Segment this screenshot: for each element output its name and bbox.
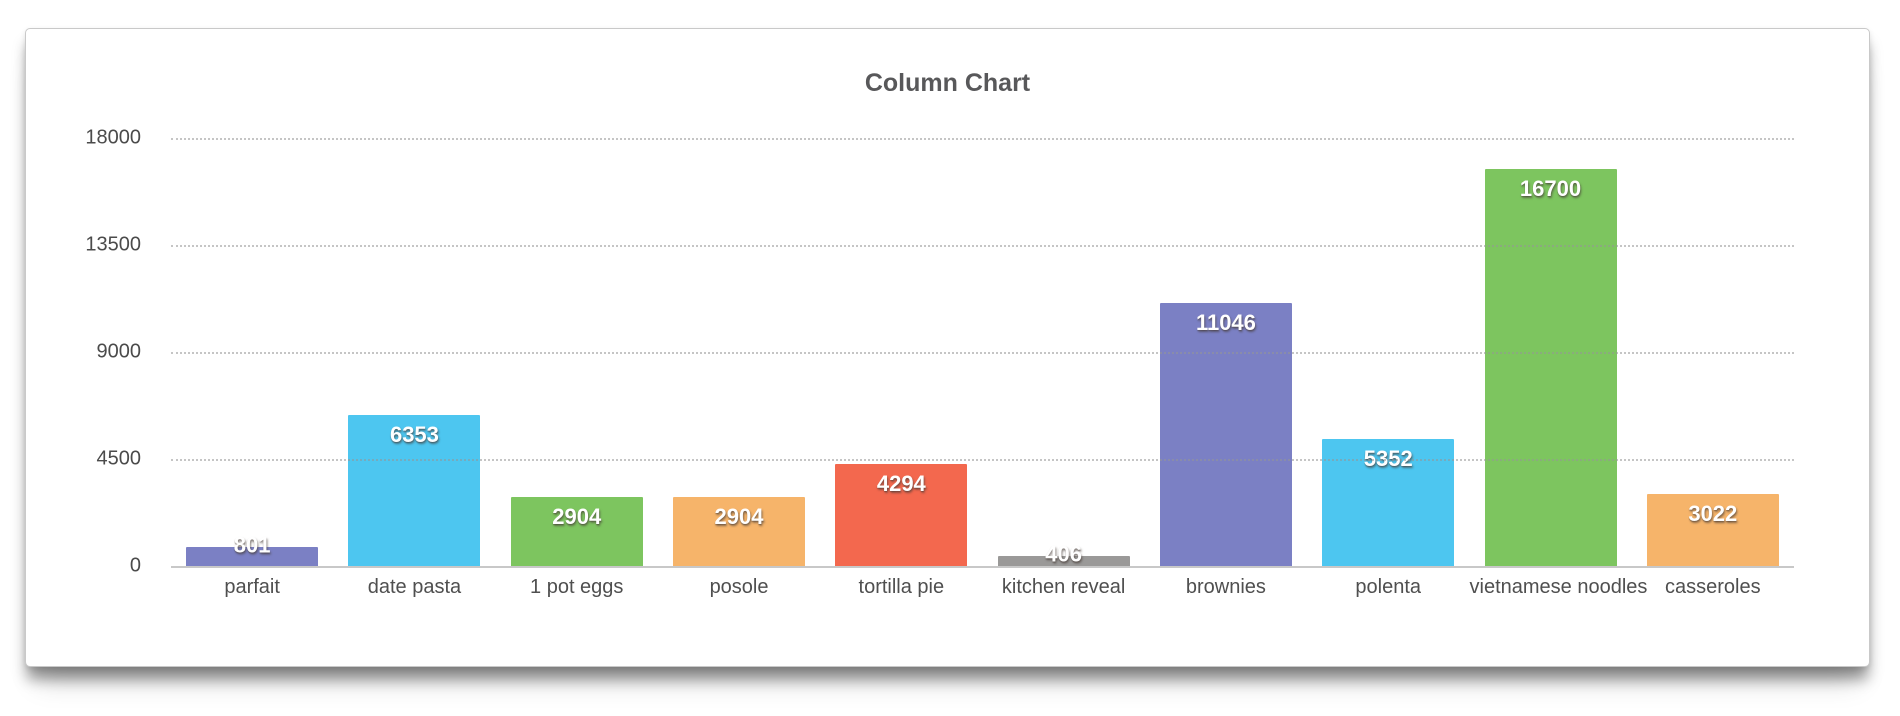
y-tick-4500: 4500 xyxy=(96,447,142,470)
bar-slot: 2904 xyxy=(496,138,658,566)
y-tick-0: 0 xyxy=(129,554,141,577)
x-label-polenta: polenta xyxy=(1355,576,1422,598)
x-label-tortilla-pie: tortilla pie xyxy=(858,576,945,598)
gridline-4500 xyxy=(171,459,1794,461)
x-label-1-pot-eggs: 1 pot eggs xyxy=(530,576,624,598)
bar-kitchen-reveal[interactable]: 406 xyxy=(997,542,1130,567)
y-tick-18000: 18000 xyxy=(85,126,141,149)
bar-slot: 4294 xyxy=(820,138,982,566)
bar-parfait[interactable]: 801 xyxy=(186,533,319,566)
chart-title: Column Chart xyxy=(864,69,1031,97)
bar-value-label: 3022 xyxy=(1688,501,1738,526)
gridline-13500 xyxy=(171,245,1794,247)
y-tick-9000: 9000 xyxy=(96,340,142,363)
y-tick-13500: 13500 xyxy=(85,233,141,256)
bar-slot: 801 xyxy=(171,138,333,566)
x-axis-category-labels: parfait date pasta 1 pot eggs posole tortill… xyxy=(171,576,1794,599)
bar-value-label: 2904 xyxy=(714,504,764,529)
x-label-brownies: brownies xyxy=(1185,576,1266,598)
gridline-9000 xyxy=(171,352,1794,354)
bar-1-pot-eggs[interactable]: 2904 xyxy=(510,497,643,566)
bar-value-label: 406 xyxy=(1045,541,1082,567)
bar-value-label: 2904 xyxy=(552,504,602,529)
x-label-date-pasta: date pasta xyxy=(367,576,462,598)
bar-value-label: 11046 xyxy=(1195,310,1256,335)
x-label-vietnamese-noodles: vietnamese noodles xyxy=(1469,576,1648,598)
bar-posole[interactable]: 2904 xyxy=(673,497,806,566)
bar-value-label: 16700 xyxy=(1519,176,1582,201)
bar-slot: 6353 xyxy=(333,138,495,566)
x-axis-baseline xyxy=(171,566,1794,568)
bar-value-label: 5352 xyxy=(1363,446,1413,471)
bar-slot: 406 xyxy=(983,138,1145,567)
bar-value-label: 4294 xyxy=(876,471,926,496)
bar-slot: 16700 xyxy=(1470,138,1632,566)
bar-tortilla-pie[interactable]: 4294 xyxy=(835,464,968,566)
bar-date-pasta[interactable]: 6353 xyxy=(348,415,481,566)
bar-value-label: 6353 xyxy=(389,422,439,447)
gridline-18000 xyxy=(171,138,1794,140)
bar-vietnamese-noodles[interactable]: 16700 xyxy=(1484,169,1617,566)
x-label-kitchen-reveal: kitchen reveal xyxy=(1001,576,1126,598)
bar-casseroles[interactable]: 3022 xyxy=(1646,494,1779,566)
chart-card: Column Chart 0 4500 9000 13500 18000 801 6353… xyxy=(25,28,1870,667)
bars-container: 801 6353 2904 2904 4294 406 11046 5352 16700 3022 xyxy=(171,138,1794,567)
bar-value-label: 801 xyxy=(233,532,271,558)
bar-slot: 11046 xyxy=(1145,138,1307,566)
x-label-parfait: parfait xyxy=(224,576,280,598)
bar-slot: 3022 xyxy=(1632,138,1794,566)
bar-brownies[interactable]: 11046 xyxy=(1159,303,1292,566)
x-label-casseroles: casseroles xyxy=(1665,576,1761,598)
x-label-posole: posole xyxy=(709,576,769,598)
bar-slot: 2904 xyxy=(658,138,820,566)
plot-area: 0 4500 9000 13500 18000 801 6353 2904 2904 4294 4… xyxy=(85,127,1794,577)
